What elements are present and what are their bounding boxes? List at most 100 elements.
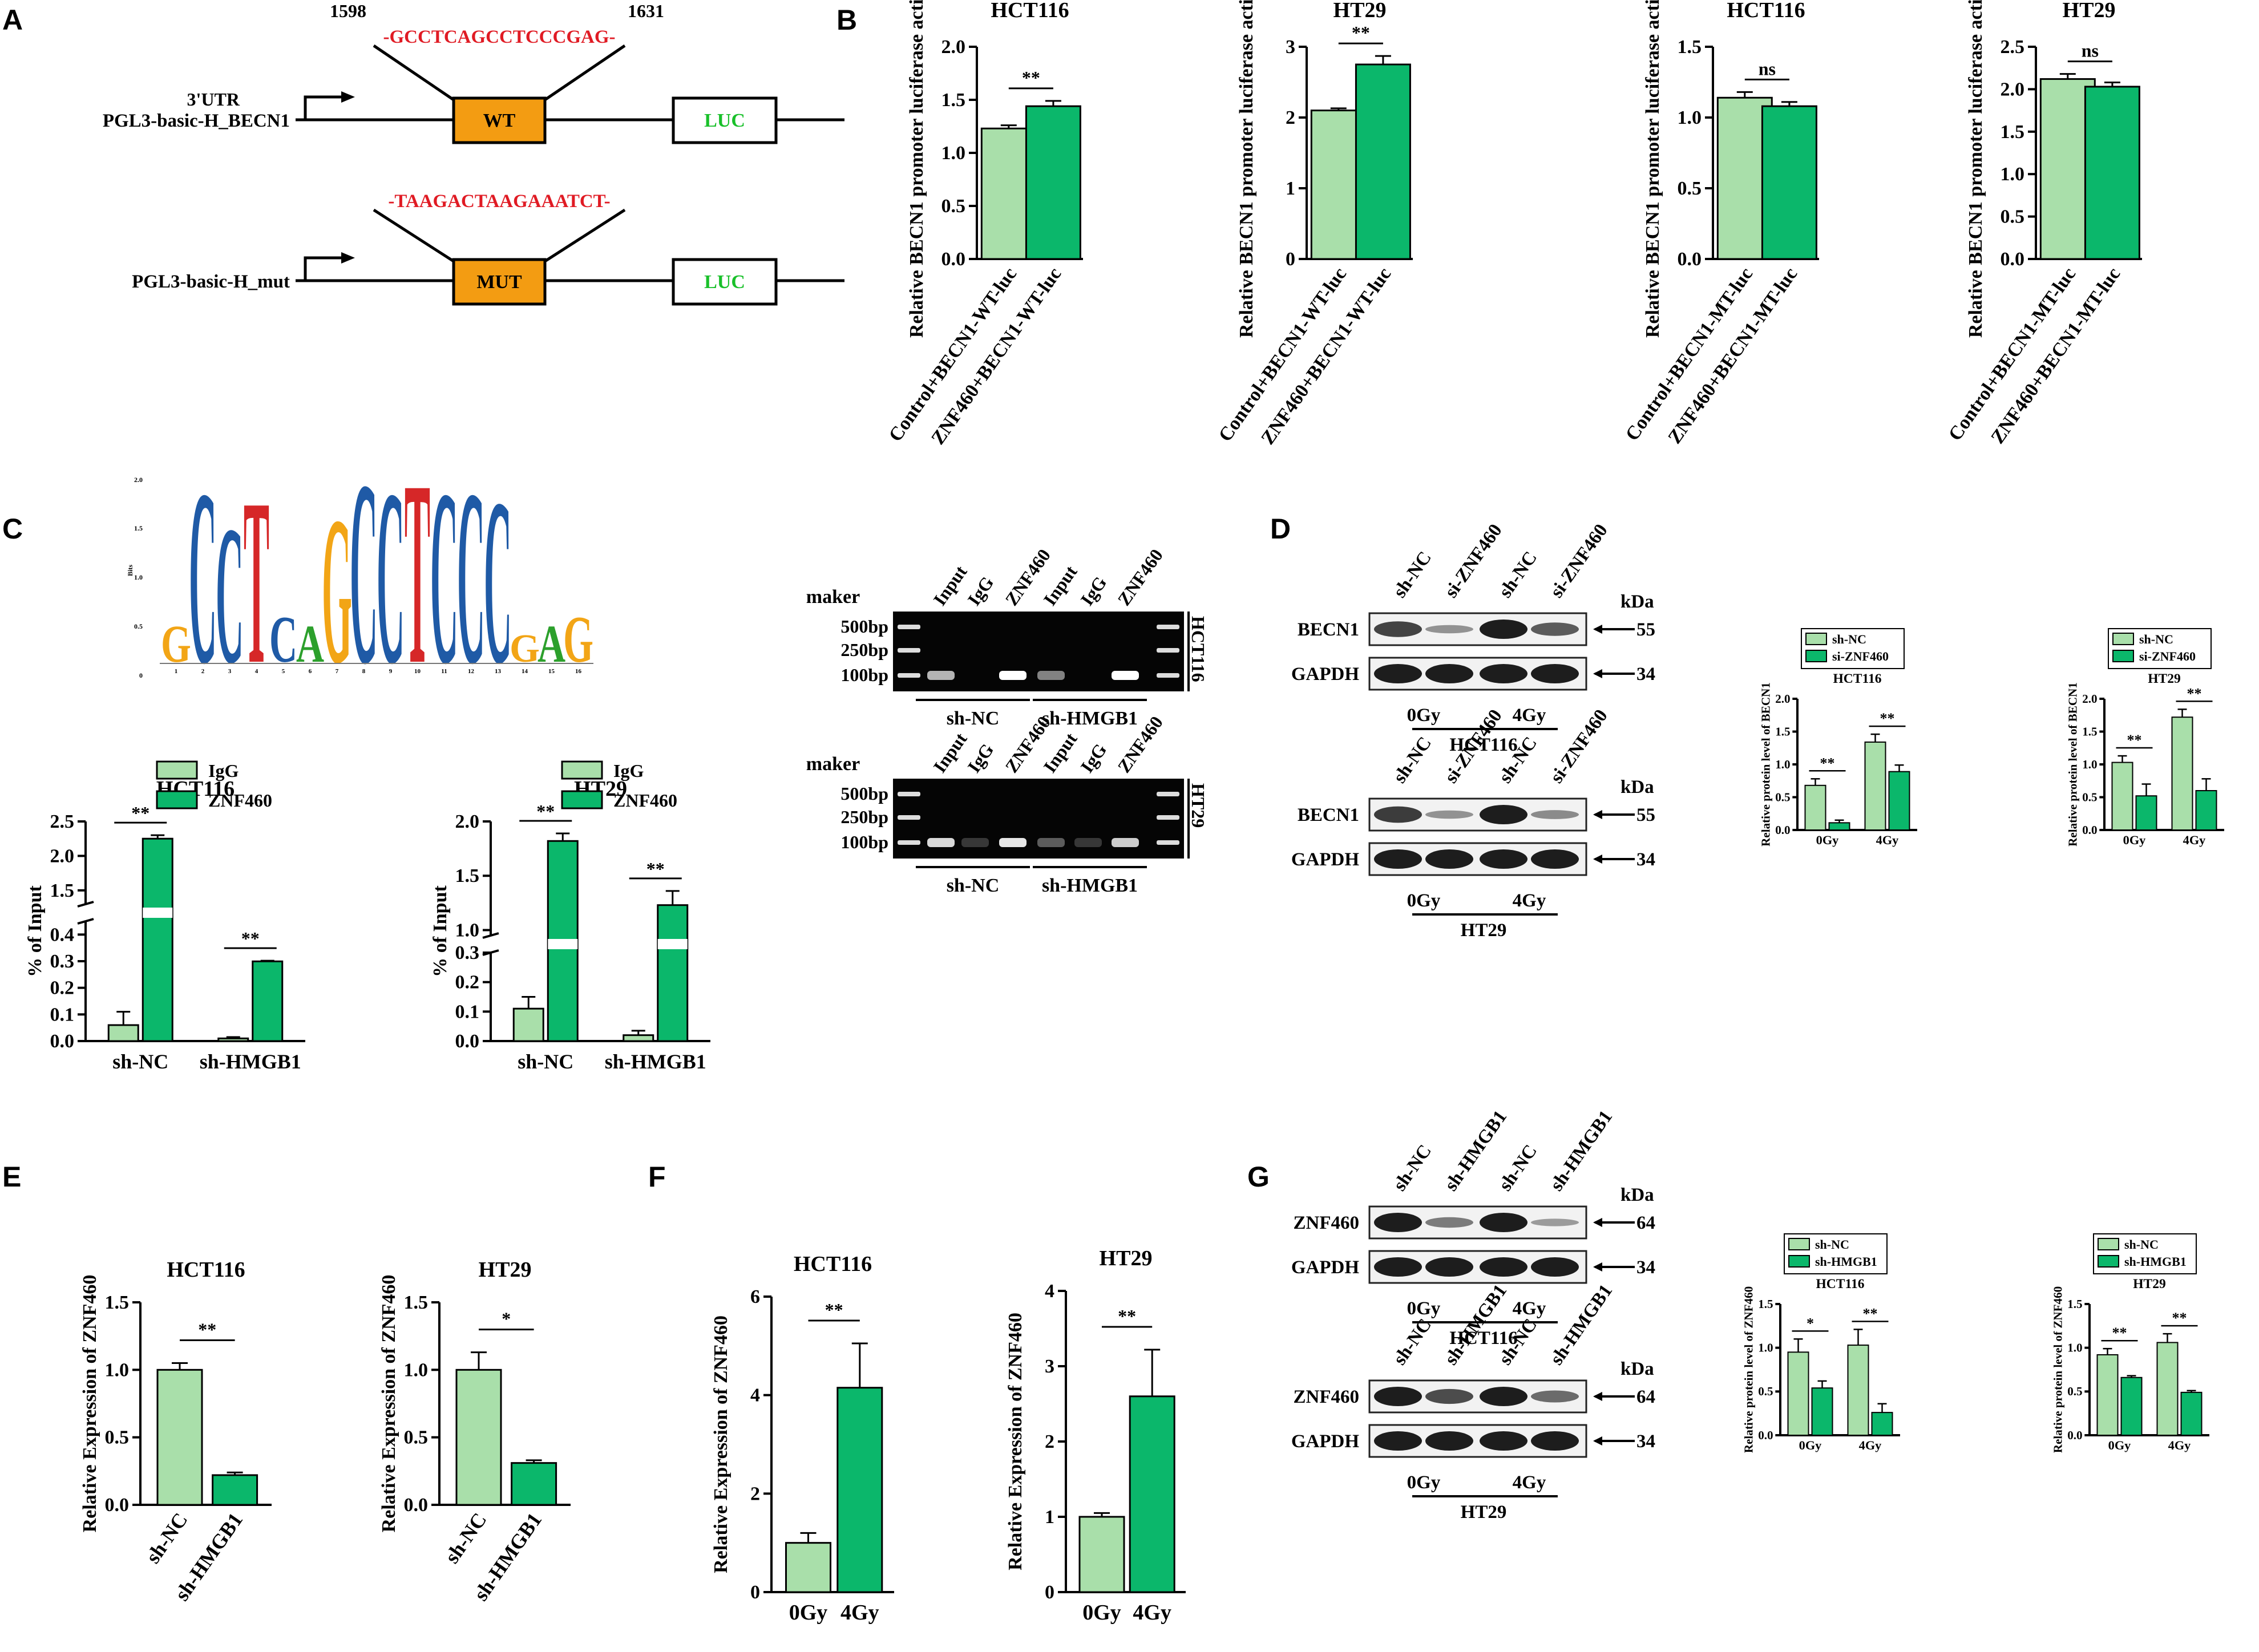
mut-box (452, 258, 547, 306)
blot-protein-label: BECN1 (1298, 805, 1359, 825)
blot-band (1531, 1257, 1579, 1277)
logo-position: 12 (468, 668, 475, 675)
legend-swatch (1788, 1255, 1810, 1268)
wt-box (452, 96, 547, 144)
blot-band (1425, 810, 1473, 819)
y-tick-label: 0.3 (455, 942, 480, 963)
blot-band (1480, 1431, 1527, 1451)
gel-marker-label: 100bp (840, 665, 888, 685)
sig-label: ** (825, 1299, 843, 1320)
luc-box-wt (672, 96, 778, 144)
y-tick-label: 0.3 (50, 951, 75, 972)
y-axis-label: Relative protein level of ZNF460 (2051, 1286, 2065, 1453)
logo-letter: C (457, 439, 485, 717)
gel-band (927, 838, 955, 847)
y-tick-label: 0.5 (2067, 1384, 2082, 1398)
y-tick-label: 1.0 (105, 1359, 130, 1380)
y-tick-label: 1.5 (2001, 122, 2025, 143)
gel-ladder-band (898, 840, 920, 845)
bar (142, 837, 173, 1042)
sig-label: ** (2172, 1310, 2187, 1326)
y-tick-label: 0.2 (50, 978, 75, 999)
y-tick-label: 1.5 (1775, 724, 1790, 738)
y-tick-label: 1 (1286, 178, 1295, 199)
logo-position: 5 (282, 668, 285, 675)
x-tick-label: 0Gy (2123, 833, 2146, 847)
blot-band (1531, 1431, 1579, 1451)
logo-ytick-4: 2.0 (134, 476, 143, 484)
sig-label: ** (241, 928, 260, 949)
chart-title: HT29 (1333, 0, 1387, 22)
blot-protein-label: GAPDH (1291, 664, 1359, 685)
logo-letter: G (322, 473, 352, 708)
logo-ytick-3: 1.5 (134, 524, 143, 532)
bar (2096, 1354, 2119, 1436)
gel-band (1037, 671, 1065, 680)
y-tick-label: 2.0 (455, 811, 480, 832)
blot-condition-label: 0Gy (1407, 1298, 1441, 1319)
sig-label: ** (198, 1319, 216, 1340)
logo-letter: C (430, 439, 458, 717)
gel-marker-title: maker (806, 754, 860, 775)
logo-position: 3 (228, 668, 232, 675)
y-tick-label: 0.0 (50, 1031, 75, 1052)
position-end: 1631 (628, 1, 664, 21)
logo-ytick-2: 1.0 (134, 573, 143, 581)
y-axis-label: Relative protein level of ZNF460 (1742, 1286, 1756, 1453)
y-axis-label: Relative Expression of ZNF460 (378, 1275, 399, 1533)
blot-arrow-head (1593, 810, 1602, 819)
x-tick-label: 0Gy (1082, 1601, 1121, 1625)
bar (2120, 1376, 2143, 1436)
bar (512, 1007, 544, 1042)
gel-band (961, 838, 989, 847)
chart-title: HT29 (2148, 671, 2181, 686)
blot-arrow-head (1593, 855, 1602, 864)
bar (1129, 1395, 1175, 1593)
logo-position: 7 (336, 668, 339, 675)
axis-break-mark (77, 918, 94, 925)
y-tick-label: 0.5 (941, 196, 966, 217)
logo-position: 11 (441, 668, 447, 675)
logo-position: 10 (414, 668, 421, 675)
blot-band (1531, 810, 1579, 819)
blot-band (1425, 1257, 1473, 1277)
logo-position: 14 (522, 668, 528, 675)
blot-band (1425, 664, 1473, 683)
sig-label: * (1807, 1315, 1814, 1331)
gel-ladder-band (898, 792, 920, 796)
x-tick-label: sh-HMGB1 (200, 1050, 301, 1073)
blot-kda-value: 34 (1636, 849, 1655, 870)
y-tick-label: 2 (1045, 1431, 1054, 1452)
y-tick-label: 0.5 (404, 1427, 429, 1448)
y-tick-label: 2.0 (2001, 79, 2025, 100)
gel-ladder-band (898, 625, 920, 629)
x-tick-label: 4Gy (2183, 833, 2206, 847)
logo-position: 13 (495, 668, 502, 675)
gel-marker-title: maker (806, 586, 860, 608)
gel-ladder-band (898, 815, 920, 820)
logo-position: 6 (309, 668, 312, 675)
blot-protein-label: GAPDH (1291, 849, 1359, 870)
gel-marker-label: 500bp (840, 616, 888, 637)
y-tick-label: 0.0 (941, 249, 966, 270)
y-axis-label: Relative Expression of ZNF460 (710, 1315, 732, 1573)
chart-f2: HT29 Relative Expression of ZNF460 0 1 2 3 4 0G… (1005, 1246, 1186, 1625)
gel-ladder-band (898, 673, 920, 678)
chart-title: HCT116 (1816, 1277, 1864, 1291)
blot-condition-label: 4Gy (1513, 1472, 1546, 1493)
axis-break-mark (482, 932, 499, 939)
sig-label: * (502, 1309, 511, 1329)
bar (623, 1034, 654, 1042)
x-tick-label: sh-NC (518, 1050, 573, 1073)
y-tick-label: 2.0 (941, 37, 966, 58)
blot-protein-label: GAPDH (1291, 1431, 1359, 1452)
mut-box-label: MUT (476, 272, 522, 293)
bar (252, 960, 284, 1042)
chart-title: HCT116 (794, 1252, 872, 1276)
legend-swatch (1788, 1238, 1810, 1250)
logo-letter: A (296, 614, 324, 674)
luc-label-wt: LUC (704, 110, 745, 131)
chart-f1: HCT116 Relative Expression of ZNF460 0 2 4 6 0… (710, 1252, 894, 1625)
gel-group-label: sh-HMGB1 (1042, 875, 1138, 896)
